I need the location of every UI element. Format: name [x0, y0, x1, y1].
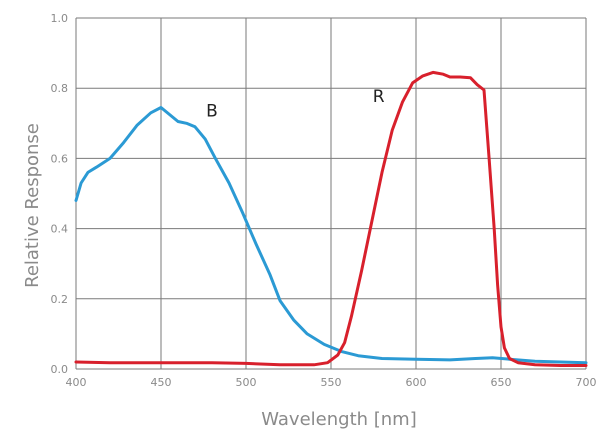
- y-tick-label: 1.0: [51, 12, 69, 25]
- x-axis-label: Wavelength [nm]: [261, 409, 417, 430]
- x-tick-label: 450: [151, 376, 172, 389]
- x-tick-label: 600: [406, 376, 427, 389]
- y-tick-label: 0.0: [51, 363, 69, 376]
- series-layer: [74, 70, 588, 367]
- x-tick-label: 700: [576, 376, 597, 389]
- series-labels: BR: [206, 87, 385, 121]
- y-axis-label: Relative Response: [22, 123, 43, 288]
- y-tick-labels: 0.0 0.2 0.4 0.6 0.8 1.0: [51, 12, 69, 376]
- series-label-r: R: [373, 87, 385, 107]
- y-tick-label: 0.8: [51, 82, 69, 95]
- y-tick-label: 0.2: [51, 293, 69, 306]
- x-tick-labels: 400 450 500 550 600 650 700: [66, 376, 597, 389]
- x-tick-label: 400: [66, 376, 87, 389]
- y-tick-label: 0.4: [51, 223, 69, 236]
- series-line-b: [74, 106, 588, 365]
- x-tick-label: 550: [321, 376, 342, 389]
- x-tick-label: 500: [236, 376, 257, 389]
- series-line-r: [74, 70, 588, 367]
- series-label-b: B: [206, 101, 218, 121]
- x-tick-label: 650: [491, 376, 512, 389]
- grid: [75, 17, 587, 370]
- y-tick-label: 0.6: [51, 152, 69, 165]
